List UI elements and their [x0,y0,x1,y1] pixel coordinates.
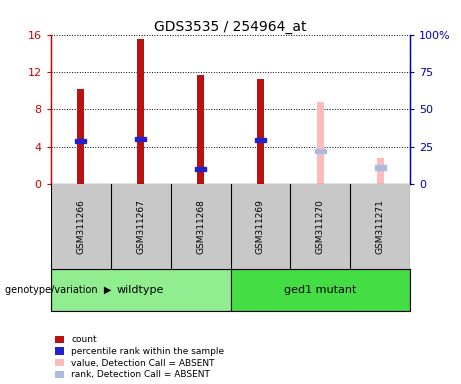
Bar [195,167,206,171]
Bar [135,137,146,141]
Bar [75,139,86,143]
Text: GSM311266: GSM311266 [76,199,85,254]
Bar [77,89,84,184]
Text: genotype/variation  ▶: genotype/variation ▶ [5,285,111,295]
Text: GSM311267: GSM311267 [136,199,145,254]
Bar [315,149,326,153]
Text: GSM311268: GSM311268 [196,199,205,254]
Bar [317,102,324,184]
Bar [137,39,144,184]
Bar [255,138,266,142]
Bar [377,158,384,184]
Bar [257,79,264,184]
Text: ged1 mutant: ged1 mutant [284,285,356,295]
Bar [197,75,204,184]
Text: GSM311271: GSM311271 [376,199,385,254]
Text: GSM311269: GSM311269 [256,199,265,254]
FancyBboxPatch shape [51,269,230,311]
Text: wildtype: wildtype [117,285,164,295]
Title: GDS3535 / 254964_at: GDS3535 / 254964_at [154,20,307,33]
Text: GSM311270: GSM311270 [316,199,325,254]
FancyBboxPatch shape [230,269,410,311]
Legend: count, percentile rank within the sample, value, Detection Call = ABSENT, rank, : count, percentile rank within the sample… [55,335,225,379]
Bar [375,166,386,170]
